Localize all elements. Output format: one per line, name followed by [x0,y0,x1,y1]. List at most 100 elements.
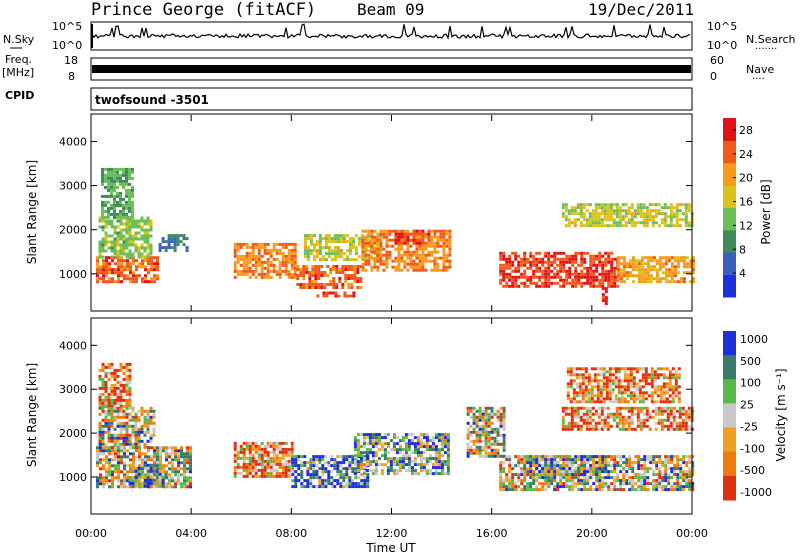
heat-cell [395,436,399,440]
heat-cell [606,215,610,219]
heat-cell [623,370,627,374]
heat-cell [437,454,441,458]
heat-cell [676,280,680,284]
heat-cell [648,427,652,431]
heat-cell [585,424,589,428]
heat-cell [421,253,425,257]
heat-cell [137,415,141,419]
heat-cell [275,462,279,466]
heat-cell [559,275,563,279]
heat-cell [278,266,282,270]
heat-cell [499,421,503,425]
heat-cell [113,209,116,213]
heat-cell [116,433,120,437]
heat-cell [158,481,162,485]
heat-cell [508,263,512,267]
heat-cell [146,484,150,488]
heat-cell [174,482,177,486]
heat-cell [260,242,264,246]
heat-cell [622,265,626,269]
heat-cell [514,254,518,258]
heat-cell [562,281,566,285]
heat-cell [291,485,295,489]
heat-cell [502,485,506,489]
heat-cell [102,265,105,269]
heat-cell [606,406,610,410]
heat-cell [660,427,664,431]
heat-cell [342,479,346,483]
heat-cell [604,455,608,459]
heat-cell [650,400,654,404]
heat-cell [278,444,282,448]
heat-cell [617,385,621,389]
heat-cell [569,370,573,374]
heat-cell [146,415,150,419]
heat-cell [339,473,343,477]
heat-cell [418,253,422,257]
freq-tick-bottom: 8 [68,70,75,83]
heat-cell [675,424,679,428]
heat-cell [568,266,572,270]
heat-cell [315,470,319,474]
heat-cell [293,251,297,255]
heat-cell [117,461,120,465]
heat-cell [592,281,596,285]
heat-cell [484,409,488,413]
heat-cell [119,445,123,449]
heat-cell [592,473,596,477]
heat-cell [666,424,670,428]
heat-cell [146,255,150,259]
heat-cell [619,268,623,272]
heat-cell [672,406,676,410]
heat-cell [594,206,598,210]
heat-cell [317,277,321,280]
heat-cell [404,442,408,446]
heat-cell [294,458,298,462]
heat-cell [553,485,557,489]
heat-cell [583,461,587,465]
heat-cell [669,215,673,219]
heat-cell [431,445,435,449]
heat-cell [125,427,129,431]
heat-cell [658,280,662,284]
heat-cell [110,188,113,192]
heat-cell [523,257,527,261]
heat-cell [361,244,365,248]
heat-cell [600,427,604,431]
heat-cell [654,212,658,216]
heat-cell [508,257,512,261]
heat-cell [353,280,357,283]
heat-cell [427,229,431,233]
heat-cell [547,254,551,258]
heat-cell [129,458,132,462]
heat-cell [113,228,117,232]
heat-cell [670,262,674,266]
heat-cell [312,249,316,253]
heat-cell [496,442,500,446]
heat-cell [674,379,678,383]
heat-cell [138,452,141,456]
heat-cell [424,268,428,272]
heat-cell [523,254,527,258]
heat-cell [257,263,261,267]
heat-cell [538,455,542,459]
heat-cell [592,482,596,486]
heat-cell [128,215,131,219]
heat-cell [311,283,315,286]
heat-cell [183,467,186,471]
heat-cell [105,271,108,275]
heat-cell [673,488,677,492]
heat-cell [385,265,389,269]
heat-cell [110,234,114,238]
heat-cell [434,454,438,458]
heat-cell [293,242,297,246]
heat-cell [505,473,509,477]
heat-cell [622,488,626,492]
heat-cell [110,389,114,393]
heat-cell [662,385,666,389]
heat-cell [263,474,267,478]
heat-cell [413,451,417,455]
heat-cell [403,229,407,233]
heat-cell [263,450,267,454]
